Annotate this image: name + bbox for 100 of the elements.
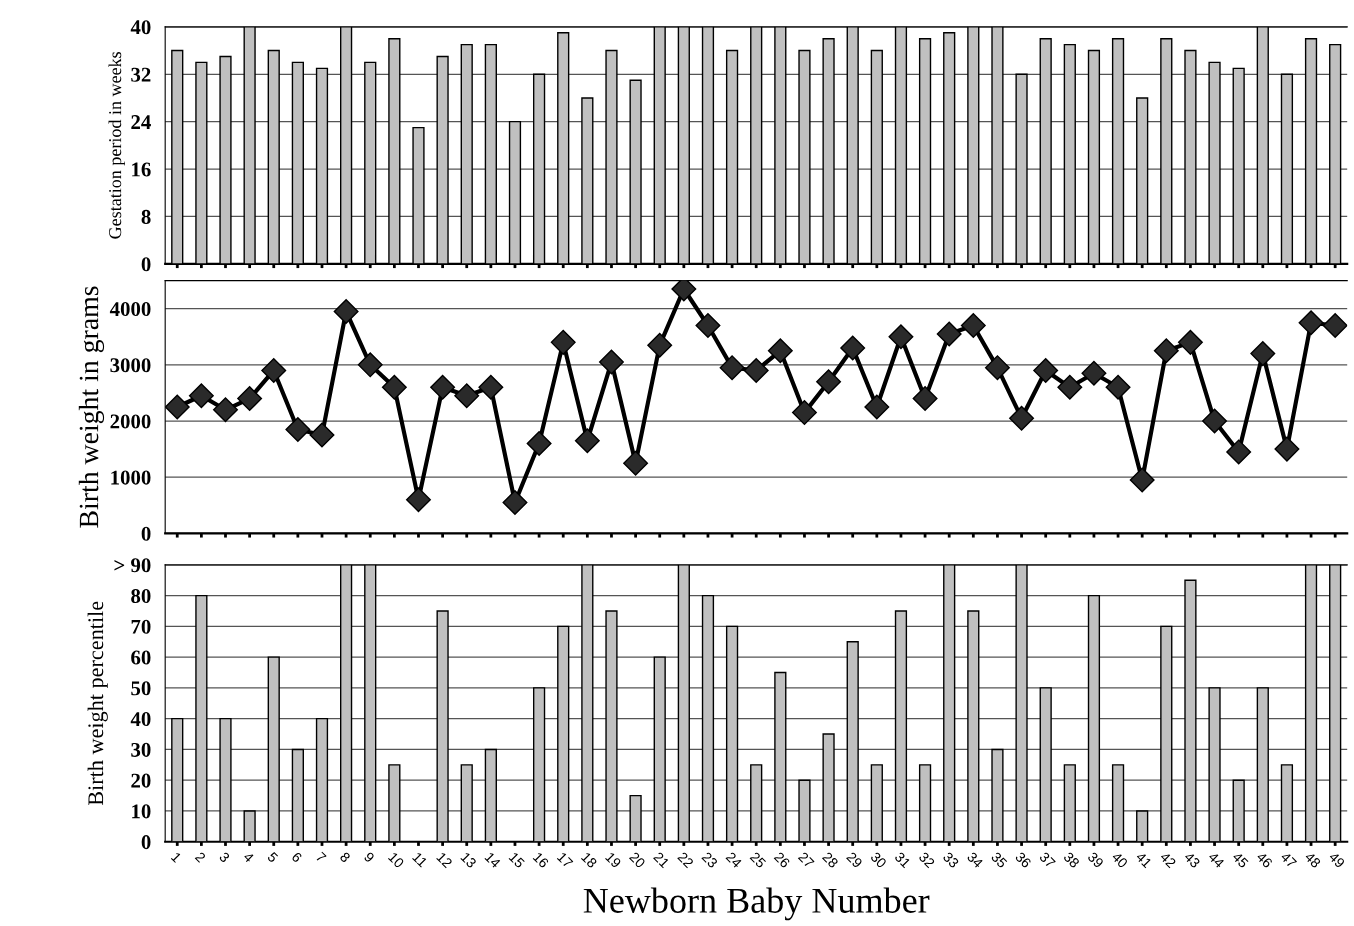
point <box>165 394 190 420</box>
point <box>936 321 962 347</box>
point <box>213 397 238 423</box>
point <box>1177 329 1203 355</box>
x-tick-label: 48 <box>1304 851 1322 869</box>
x-tick-label: 35 <box>990 851 1008 869</box>
y-tick-label: 20 <box>131 773 151 788</box>
x-tick-label: 44 <box>1207 851 1225 869</box>
x-tick-label: 10 <box>387 851 405 869</box>
point <box>912 386 938 412</box>
y-tick-label: 80 <box>131 589 151 604</box>
point <box>671 280 697 302</box>
x-tick-label: 38 <box>1062 851 1081 869</box>
point <box>454 383 480 409</box>
x-tick-label: 39 <box>1087 851 1105 869</box>
x-tick-label: 45 <box>1231 851 1249 869</box>
y-tick-label: 1000 <box>111 470 151 485</box>
x-tick-label: 1 <box>170 851 182 863</box>
point <box>1322 313 1348 338</box>
point <box>237 386 263 412</box>
x-tick-label: 49 <box>1328 851 1346 869</box>
x-tick-label: 46 <box>1255 851 1274 869</box>
y-tick-label: 4000 <box>109 302 151 317</box>
point <box>1153 338 1179 364</box>
x-tick-label: 6 <box>291 851 303 864</box>
x-tick-label: 28 <box>821 851 839 869</box>
x-tick-label: 32 <box>918 851 936 869</box>
x-tick-label: 34 <box>966 851 984 869</box>
x-tick-label: 36 <box>1014 851 1032 869</box>
x-tick-label: 37 <box>1038 851 1056 869</box>
x-tick-label: 12 <box>436 851 453 869</box>
x-tick-label: 13 <box>460 851 477 869</box>
y-tick-label: 60 <box>131 650 151 665</box>
point <box>1057 374 1083 400</box>
point <box>1009 405 1035 431</box>
x-tick-label: 21 <box>653 851 670 869</box>
x-tick-label: 33 <box>942 851 960 869</box>
x-tick-label: 41 <box>1135 851 1153 869</box>
point <box>357 352 383 378</box>
x-tick-label: 43 <box>1183 851 1201 869</box>
y-axis-title: Birth weight percentile <box>87 601 108 806</box>
y-axis-title: Birth weight in grams <box>78 286 105 528</box>
x-tick-label: 3 <box>218 851 231 864</box>
x-tick-label: 5 <box>266 851 279 864</box>
point <box>623 450 649 476</box>
point <box>1033 357 1059 383</box>
point <box>1298 310 1324 336</box>
point <box>430 374 456 400</box>
x-tick-label: 22 <box>677 851 695 869</box>
point <box>1129 467 1155 493</box>
y-tick-label: 70 <box>131 619 151 634</box>
x-tick-label: 20 <box>628 851 646 869</box>
point <box>381 374 407 400</box>
x-tick-label: 40 <box>1111 851 1129 869</box>
y-tick-label: 10 <box>132 804 151 819</box>
x-tick-label: 18 <box>580 851 598 869</box>
x-tick-label: 4 <box>242 851 255 864</box>
point <box>502 489 528 515</box>
point <box>816 369 842 395</box>
point <box>1250 341 1276 367</box>
x-tick-label: 11 <box>412 851 428 868</box>
y-axis-title: Gestation period in weeks <box>108 52 125 239</box>
point <box>1105 374 1131 400</box>
y-tick-label: 3000 <box>110 358 151 373</box>
point <box>791 400 817 426</box>
x-tick-label: 17 <box>556 851 574 869</box>
x-tick-label: 25 <box>749 851 767 869</box>
point <box>767 338 793 364</box>
y-tick-label: 40 <box>130 712 151 727</box>
x-tick-label: 27 <box>797 851 815 869</box>
y-tick-label: 30 <box>131 742 151 757</box>
x-axis-title: Newborn Baby Number <box>583 887 930 921</box>
point <box>526 431 552 456</box>
x-tick-label: 31 <box>894 851 912 869</box>
x-tick-label: 47 <box>1280 851 1297 869</box>
point <box>188 383 214 409</box>
x-tick-label: 23 <box>701 851 719 869</box>
point <box>1202 408 1228 434</box>
x-tick-label: 15 <box>508 851 526 869</box>
y-tick-label: 32 <box>131 67 151 82</box>
point <box>261 357 287 383</box>
point <box>888 324 914 350</box>
point <box>406 487 431 513</box>
y-tick-label: 0 <box>141 526 151 541</box>
point <box>743 357 769 383</box>
point <box>333 298 359 324</box>
x-tick-label: 42 <box>1159 851 1177 869</box>
point <box>285 416 311 442</box>
point <box>478 374 504 400</box>
x-tick-label: 19 <box>605 851 622 869</box>
point <box>1226 439 1252 465</box>
y-tick-label: 0 <box>141 257 151 272</box>
point <box>960 313 986 338</box>
point <box>840 335 866 361</box>
x-tick-label: 7 <box>315 851 327 863</box>
x-tick-label: 8 <box>339 851 351 864</box>
x-tick-label: 9 <box>363 851 375 863</box>
point <box>984 355 1010 381</box>
point <box>550 329 576 355</box>
point <box>647 332 673 358</box>
